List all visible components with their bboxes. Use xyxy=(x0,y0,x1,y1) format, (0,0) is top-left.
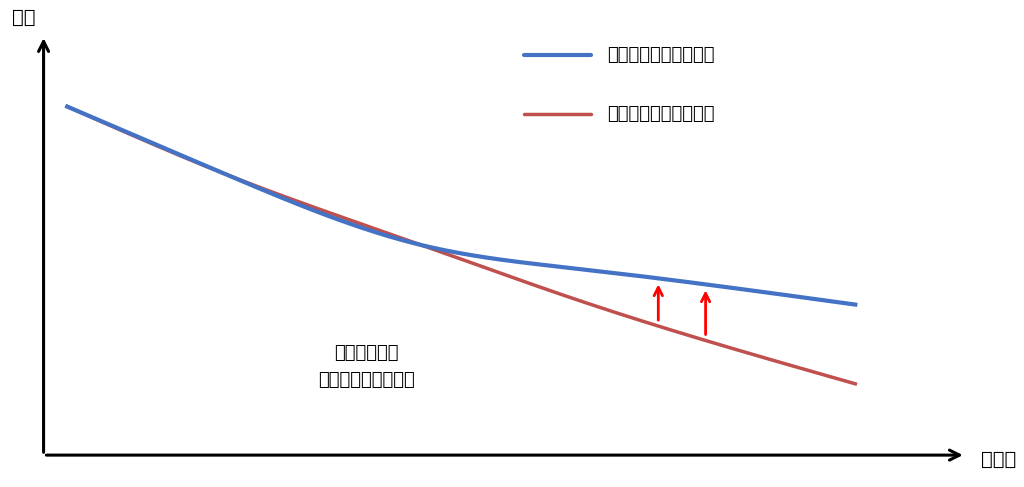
Text: 家賎の下落を
下支えするイメージ: 家賎の下落を 下支えするイメージ xyxy=(318,344,415,389)
Text: 設備リニューアル有り: 設備リニューアル有り xyxy=(607,46,715,64)
Text: 範年数: 範年数 xyxy=(981,450,1017,468)
Text: 設備リニューアル無し: 設備リニューアル無し xyxy=(607,106,715,124)
Text: 家賎: 家賎 xyxy=(12,8,36,27)
